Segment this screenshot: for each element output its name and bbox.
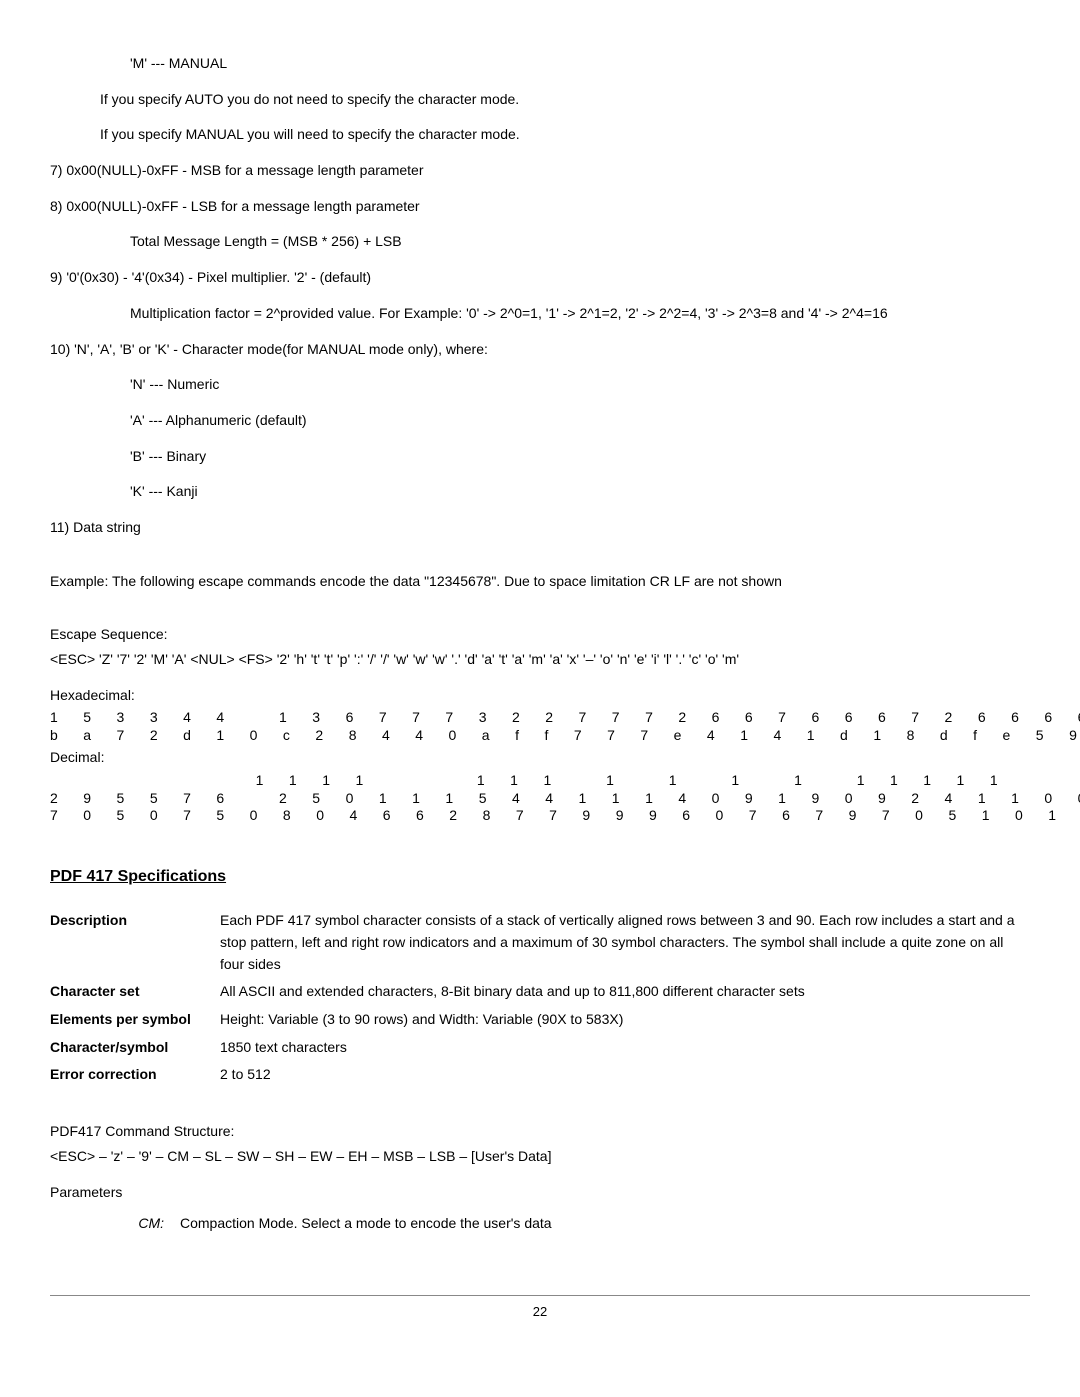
mode-a: 'A' --- Alphanumeric (default) — [130, 410, 1030, 432]
table-row: Character set All ASCII and extended cha… — [50, 978, 1030, 1006]
cmd-struct-label: PDF417 Command Structure: — [50, 1121, 1030, 1143]
spec-table: Description Each PDF 417 symbol characte… — [50, 907, 1030, 1089]
hex-row-1: 1 5 3 3 4 4 1 3 6 7 7 7 3 2 2 7 7 7 2 6 … — [50, 709, 1030, 727]
page-footer: 22 — [50, 1295, 1030, 1322]
charsym-label: Character/symbol — [50, 1034, 220, 1062]
escape-sequence: <ESC> 'Z' '7' '2' 'M' 'A' <NUL> <FS> '2'… — [50, 649, 1030, 671]
err-label: Error correction — [50, 1061, 220, 1089]
auto-note: If you specify AUTO you do not need to s… — [100, 89, 1030, 111]
dec-row-2: 2 9 5 5 7 6 2 5 0 1 1 1 5 4 4 1 1 1 4 0 … — [50, 790, 1030, 808]
manual-note: If you specify MANUAL you will need to s… — [100, 124, 1030, 146]
mode-n: 'N' --- Numeric — [130, 374, 1030, 396]
err-value: 2 to 512 — [220, 1061, 1030, 1089]
table-row: Character/symbol 1850 text characters — [50, 1034, 1030, 1062]
table-row: Description Each PDF 417 symbol characte… — [50, 907, 1030, 978]
mult-factor-note: Multiplication factor = 2^provided value… — [130, 303, 1010, 325]
hex-row-2: b a 7 2 d 1 0 c 2 8 4 4 0 a f f 7 7 7 e … — [50, 727, 1030, 745]
item-10: 10) 'N', 'A', 'B' or 'K' - Character mod… — [50, 339, 1030, 361]
example-text: Example: The following escape commands e… — [50, 571, 1030, 593]
charset-value: All ASCII and extended characters, 8-Bit… — [220, 978, 1030, 1006]
table-row: Elements per symbol Height: Variable (3 … — [50, 1006, 1030, 1034]
dec-row-1: 1 1 1 1 1 1 1 1 1 1 1 1 1 1 1 1 1 1 — [50, 772, 1030, 790]
pdf417-title: PDF 417 Specifications — [50, 865, 1030, 890]
page-number: 22 — [533, 1304, 547, 1319]
table-row: Error correction 2 to 512 — [50, 1061, 1030, 1089]
dec-label: Decimal: — [50, 747, 1030, 769]
mode-b: 'B' --- Binary — [130, 446, 1030, 468]
escape-sequence-label: Escape Sequence: — [50, 624, 1030, 646]
elem-value: Height: Variable (3 to 90 rows) and Widt… — [220, 1006, 1030, 1034]
item-8: 8) 0x00(NULL)-0xFF - LSB for a message l… — [50, 196, 1030, 218]
elem-label: Elements per symbol — [50, 1006, 220, 1034]
dec-row-3: 7 0 5 0 7 5 0 8 0 4 6 6 2 8 7 7 9 9 9 6 … — [50, 807, 1030, 825]
params-label: Parameters — [50, 1182, 1030, 1204]
item-9: 9) '0'(0x30) - '4'(0x34) - Pixel multipl… — [50, 267, 1030, 289]
item-11: 11) Data string — [50, 517, 1030, 539]
total-length-formula: Total Message Length = (MSB * 256) + LSB — [130, 231, 1030, 253]
desc-label: Description — [50, 907, 220, 978]
manual-mode-line: 'M' --- MANUAL — [130, 53, 1030, 75]
cm-param-label: CM: — [130, 1213, 180, 1235]
hex-label: Hexadecimal: — [50, 685, 1030, 707]
cm-param-text: Compaction Mode. Select a mode to encode… — [180, 1213, 552, 1235]
item-7: 7) 0x00(NULL)-0xFF - MSB for a message l… — [50, 160, 1030, 182]
charsym-value: 1850 text characters — [220, 1034, 1030, 1062]
charset-label: Character set — [50, 978, 220, 1006]
cmd-struct: <ESC> – 'z' – '9' – CM – SL – SW – SH – … — [50, 1146, 1030, 1168]
desc-value: Each PDF 417 symbol character consists o… — [220, 907, 1030, 978]
mode-k: 'K' --- Kanji — [130, 481, 1030, 503]
